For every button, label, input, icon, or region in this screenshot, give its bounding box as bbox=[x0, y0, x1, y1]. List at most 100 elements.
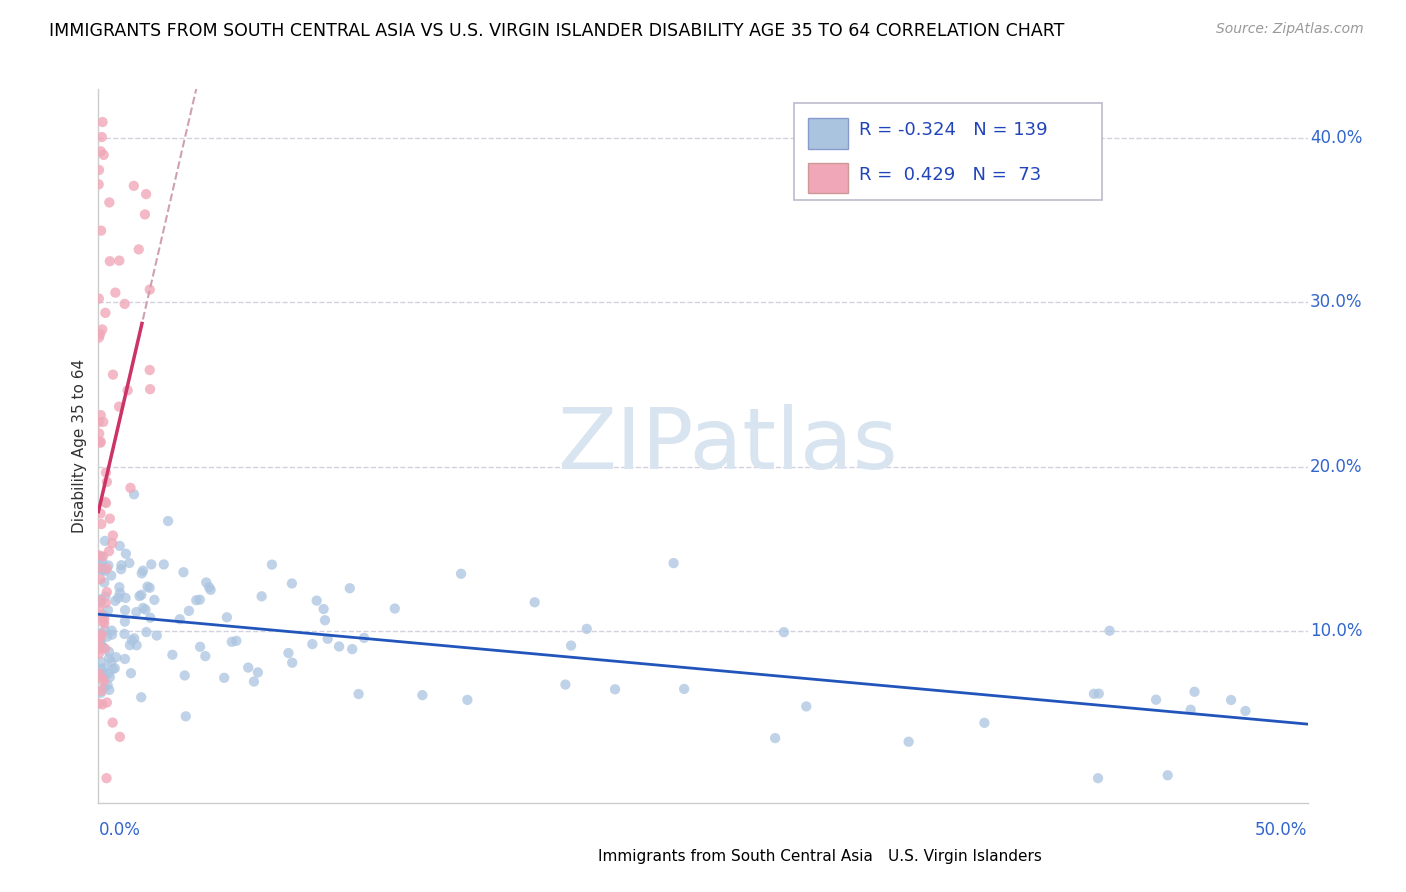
Point bbox=[93, 612, 115, 626]
Point bbox=[260, 558, 283, 572]
Point bbox=[97, 558, 120, 573]
Point bbox=[90, 145, 112, 159]
Point bbox=[97, 678, 120, 692]
Point bbox=[115, 547, 138, 561]
Point bbox=[104, 285, 127, 300]
Point bbox=[90, 434, 112, 449]
Point bbox=[125, 638, 148, 652]
Point bbox=[128, 589, 150, 603]
Point bbox=[90, 671, 112, 685]
Point bbox=[90, 408, 112, 422]
Y-axis label: Disability Age 35 to 64: Disability Age 35 to 64 bbox=[72, 359, 87, 533]
Point bbox=[157, 514, 180, 528]
Point bbox=[91, 555, 114, 569]
Point bbox=[1144, 692, 1167, 706]
Point bbox=[114, 603, 136, 617]
Point bbox=[301, 637, 323, 651]
Point bbox=[90, 635, 112, 649]
Point bbox=[221, 634, 243, 648]
Point bbox=[90, 559, 112, 574]
Point bbox=[87, 666, 110, 681]
Bar bbox=[808, 119, 848, 149]
Point bbox=[1087, 771, 1109, 785]
Point bbox=[96, 475, 118, 489]
Point bbox=[1234, 704, 1257, 718]
Point bbox=[1087, 687, 1109, 701]
Text: U.S. Virgin Islanders: U.S. Virgin Islanders bbox=[889, 849, 1042, 863]
Point bbox=[129, 690, 152, 705]
Point bbox=[94, 466, 117, 480]
Point bbox=[91, 698, 114, 712]
Bar bbox=[848, 847, 882, 865]
Point bbox=[110, 562, 132, 576]
Point bbox=[194, 649, 217, 664]
Point bbox=[94, 641, 117, 656]
Point bbox=[339, 581, 361, 595]
Point bbox=[121, 633, 143, 648]
Point bbox=[316, 632, 339, 646]
Point bbox=[101, 536, 124, 550]
Point bbox=[177, 604, 200, 618]
Point bbox=[281, 656, 304, 670]
Point bbox=[87, 163, 110, 178]
Text: Source: ZipAtlas.com: Source: ZipAtlas.com bbox=[1216, 22, 1364, 37]
Point bbox=[93, 674, 115, 689]
Point bbox=[98, 511, 121, 525]
Point bbox=[411, 688, 433, 702]
Point bbox=[89, 435, 111, 450]
Point bbox=[96, 630, 118, 644]
Point bbox=[100, 568, 122, 582]
Text: ZIPatlas: ZIPatlas bbox=[557, 404, 897, 488]
Point bbox=[134, 602, 156, 616]
Point bbox=[794, 699, 817, 714]
Point bbox=[131, 588, 153, 602]
Point bbox=[135, 625, 157, 640]
Point bbox=[96, 585, 118, 599]
Point bbox=[100, 655, 122, 669]
Point bbox=[90, 684, 112, 698]
Point bbox=[98, 195, 121, 210]
Point bbox=[128, 243, 150, 257]
Point bbox=[143, 593, 166, 607]
Point bbox=[122, 632, 145, 646]
Point bbox=[139, 382, 162, 396]
Point bbox=[384, 601, 406, 615]
Point bbox=[90, 224, 112, 238]
Point bbox=[90, 638, 112, 652]
Point bbox=[87, 415, 110, 429]
Point bbox=[162, 648, 184, 662]
Point bbox=[108, 539, 131, 553]
Text: 20.0%: 20.0% bbox=[1310, 458, 1362, 475]
Text: 0.0%: 0.0% bbox=[98, 821, 141, 838]
Point bbox=[122, 487, 145, 501]
Point bbox=[134, 207, 156, 221]
Point bbox=[188, 640, 211, 654]
Point bbox=[94, 596, 117, 610]
Point bbox=[93, 681, 115, 695]
Point bbox=[91, 322, 114, 336]
Point bbox=[93, 640, 115, 655]
Point bbox=[139, 283, 162, 297]
Point bbox=[603, 682, 626, 697]
Point bbox=[90, 549, 112, 564]
Text: 50.0%: 50.0% bbox=[1256, 821, 1308, 838]
Bar bbox=[558, 847, 592, 865]
Point bbox=[773, 625, 796, 640]
Point bbox=[186, 593, 208, 607]
Point bbox=[94, 564, 117, 578]
Point bbox=[97, 651, 120, 665]
Point bbox=[110, 558, 132, 573]
Point bbox=[238, 660, 260, 674]
Point bbox=[87, 635, 110, 649]
Point bbox=[94, 624, 117, 638]
Point bbox=[93, 575, 115, 590]
Text: 10.0%: 10.0% bbox=[1310, 622, 1362, 640]
Point bbox=[98, 544, 121, 558]
Text: R = -0.324   N = 139: R = -0.324 N = 139 bbox=[859, 121, 1047, 139]
Text: Immigrants from South Central Asia: Immigrants from South Central Asia bbox=[598, 849, 873, 863]
Point bbox=[97, 603, 120, 617]
Point bbox=[91, 563, 114, 577]
Point bbox=[89, 630, 111, 644]
Point bbox=[101, 627, 124, 641]
Point bbox=[87, 330, 110, 344]
